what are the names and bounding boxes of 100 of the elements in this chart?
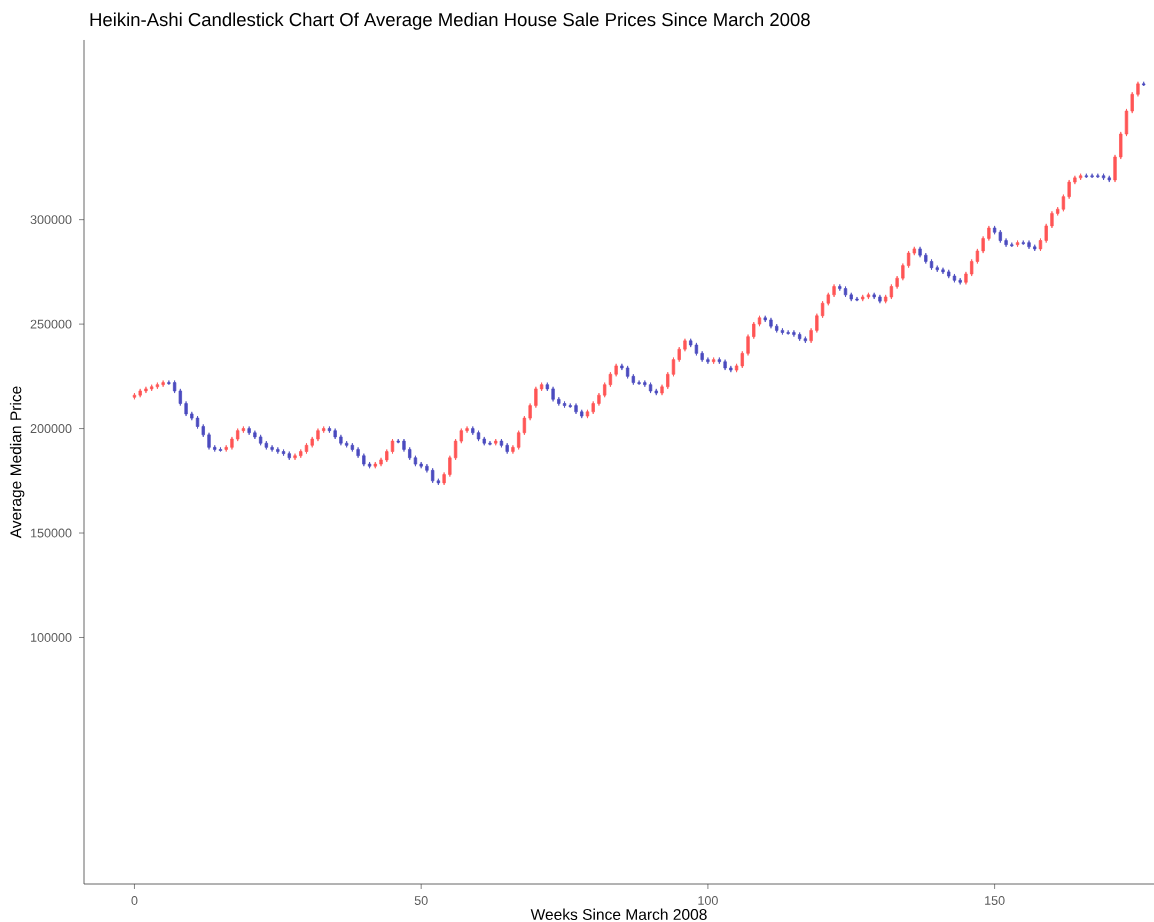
candlestick [430, 467, 435, 484]
chart-title: Heikin-Ashi Candlestick Chart Of Average Median House Sale Prices Since March 2008 [90, 12, 810, 30]
candlestick [620, 363, 624, 371]
candlestick [792, 329, 796, 338]
candlestick [373, 461, 377, 469]
candlestick [643, 380, 647, 388]
candlestick [889, 284, 894, 300]
candlestick [1015, 240, 1020, 248]
candlestick [241, 426, 246, 434]
candlestick [293, 453, 297, 461]
candlestick [167, 380, 171, 386]
candlestick [797, 332, 802, 342]
candlestick [150, 384, 154, 392]
candlestick [356, 446, 360, 459]
candlestick [568, 403, 572, 409]
candlestick [580, 409, 584, 419]
candlestick [843, 286, 848, 298]
candlestick [786, 329, 790, 335]
candlestick [861, 294, 865, 302]
candlestick [310, 436, 314, 448]
candlestick [1004, 238, 1008, 248]
candlestick [872, 292, 876, 300]
candlestick [1101, 173, 1106, 181]
candlestick [390, 438, 395, 455]
candlestick [992, 225, 997, 235]
candlestick [1078, 173, 1083, 181]
candlestick [253, 430, 257, 440]
candlestick [367, 461, 372, 469]
candlestick [161, 380, 165, 388]
candlestick [195, 415, 200, 429]
candlestick [207, 432, 211, 450]
candlestick [723, 359, 727, 371]
candlestick [471, 426, 475, 436]
candlestick [551, 386, 555, 402]
candlestick [1021, 240, 1025, 246]
candlestick [339, 434, 343, 446]
candlestick [574, 403, 578, 415]
candlestick [689, 338, 693, 348]
candlestick [1033, 244, 1037, 252]
candlestick [935, 265, 939, 273]
candlestick [218, 446, 223, 452]
candlestick [419, 461, 423, 469]
candlestick [247, 426, 251, 436]
candlestick [769, 317, 773, 329]
candlestick [155, 382, 160, 390]
candlestick [230, 436, 234, 450]
candlestick [402, 438, 406, 452]
candlestick [499, 438, 504, 448]
candlestick [138, 388, 142, 398]
candlestick [1090, 173, 1094, 179]
candlestick [780, 327, 785, 335]
candlestick [1142, 81, 1146, 87]
candlestick [929, 258, 934, 271]
candlestick [1084, 173, 1089, 179]
candlestick [350, 442, 355, 452]
candlestick [998, 229, 1002, 244]
candlestick [711, 357, 716, 365]
candlestick [476, 430, 481, 442]
candlestick [258, 434, 263, 446]
candlestick [637, 380, 641, 386]
candlestick [482, 436, 486, 446]
candlestick [700, 350, 704, 363]
candlestick [832, 284, 836, 298]
candlestick [729, 365, 733, 373]
candlestick [866, 292, 871, 300]
candlestick [918, 246, 922, 258]
candlestick [947, 269, 951, 279]
candlestick [304, 442, 309, 455]
candlestick [849, 292, 853, 302]
candlestick [838, 284, 842, 292]
candlestick [958, 277, 962, 285]
candlestick [648, 382, 653, 394]
candlestick [763, 315, 767, 323]
candlestick [379, 457, 383, 467]
candlestick [333, 428, 337, 440]
candlestick [224, 444, 228, 452]
candlestick [276, 446, 280, 455]
candlestick [316, 428, 320, 442]
candlestick [625, 365, 630, 379]
candlestick [327, 426, 332, 434]
candlestick [362, 453, 366, 467]
candlestick [562, 401, 567, 409]
candlestick [322, 426, 326, 434]
candlestick [287, 451, 291, 461]
candlestick [855, 296, 859, 302]
candlestick [270, 444, 274, 452]
candlestick [924, 252, 928, 264]
candlestick [591, 401, 595, 415]
candlestick [408, 446, 412, 461]
candlestick [344, 440, 349, 448]
candlestick [1010, 242, 1014, 248]
candlestick [717, 357, 722, 365]
candlestick [775, 323, 779, 333]
candlestick [585, 409, 590, 419]
candlestick [236, 428, 240, 442]
candlestick [1027, 240, 1031, 250]
candlestick [631, 373, 635, 386]
candlestick [494, 438, 498, 446]
candlestick [264, 440, 269, 450]
candlestick [144, 386, 148, 394]
